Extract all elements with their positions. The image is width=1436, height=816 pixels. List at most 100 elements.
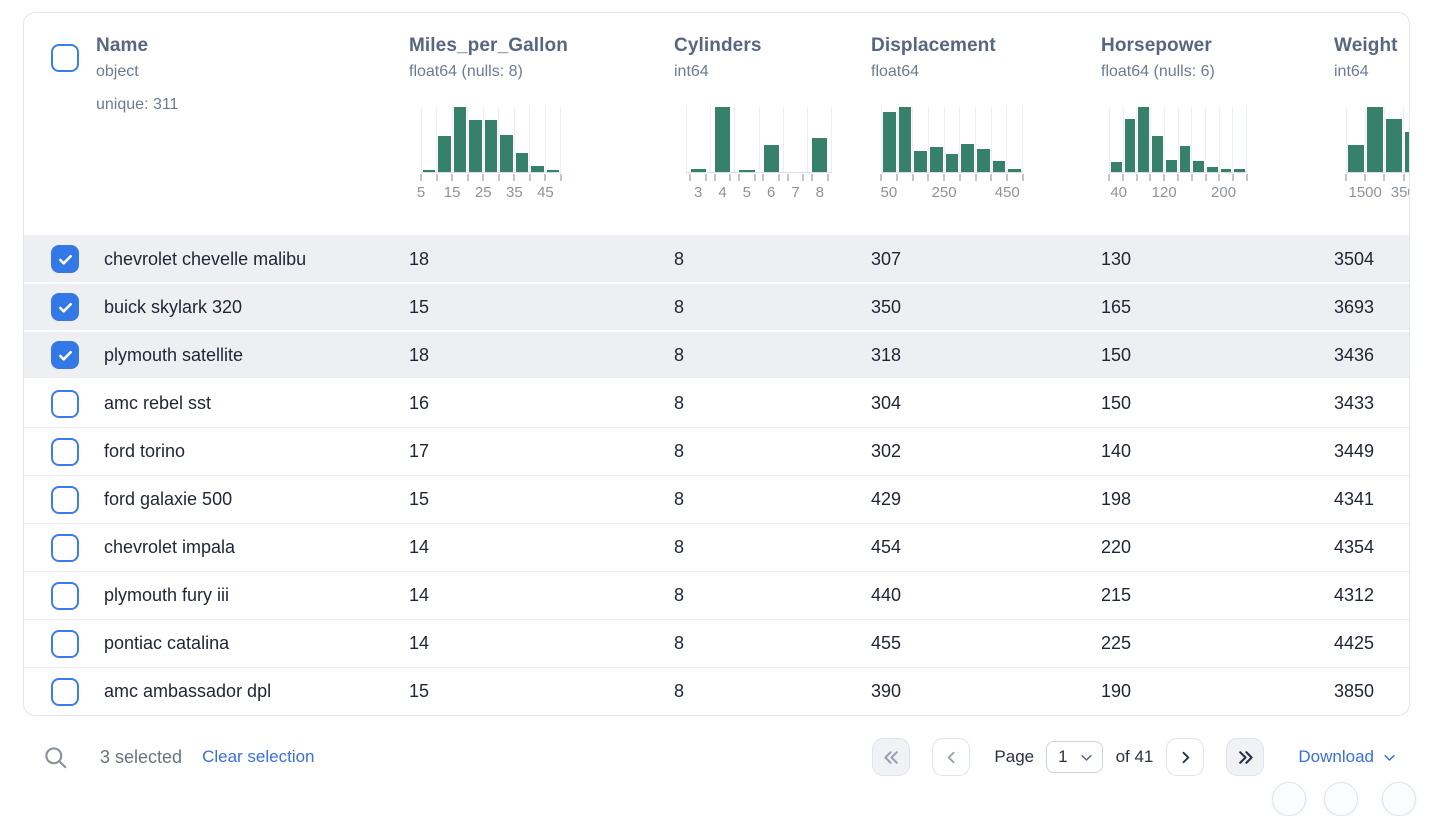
- axis-tick-label: 3500: [1390, 184, 1409, 201]
- column-title: Cylinders: [674, 35, 762, 56]
- cell-value: 150: [1101, 393, 1132, 413]
- hidden-action-button[interactable]: [1324, 782, 1358, 816]
- next-page-button[interactable]: [1166, 738, 1205, 776]
- cell-value: 454: [871, 537, 902, 557]
- row-checkbox[interactable]: [51, 437, 79, 466]
- tick-mark: [753, 174, 756, 181]
- cell-value: 302: [871, 441, 902, 461]
- table-footer: 3 selected Clear selection Page 1 of 41: [23, 733, 1397, 781]
- cell-value: 130: [1101, 248, 1132, 269]
- hist-bin: [782, 107, 807, 172]
- row-checkbox[interactable]: [51, 629, 79, 658]
- chevron-left-icon: [947, 751, 955, 763]
- page-select[interactable]: 1: [1046, 741, 1103, 773]
- cell-value: 4425: [1334, 633, 1375, 653]
- previous-page-button[interactable]: [932, 738, 971, 776]
- axis-tick-label: 15: [443, 184, 461, 201]
- hidden-action-button[interactable]: [1272, 782, 1306, 816]
- hist-bar: [1152, 136, 1163, 172]
- hist-bin: [1163, 107, 1178, 172]
- row-checkbox-cell: [24, 485, 96, 514]
- column-header-miles-per-gallon: Miles_per_Gallon float64 (nulls: 8) 5 15 2…: [409, 13, 674, 235]
- selected-count: 3 selected: [100, 746, 183, 767]
- data-table-card: Name object unique: 311 Miles_per_Gallon…: [23, 12, 1410, 716]
- cell-value: 3504: [1334, 248, 1375, 269]
- hist-bar: [811, 137, 828, 172]
- cell-value: 18: [409, 248, 430, 269]
- row-checkbox[interactable]: [51, 581, 79, 610]
- hidden-action-button[interactable]: [1382, 782, 1416, 816]
- tick-mark: [451, 174, 454, 181]
- hist-bar: [992, 160, 1006, 172]
- axis-tick-label: 45: [537, 184, 554, 201]
- column-dtype: float64 (nulls: 6): [1101, 63, 1215, 80]
- cell-value: 14: [409, 585, 430, 605]
- first-page-button[interactable]: [872, 738, 911, 776]
- hist-bin: [1232, 107, 1248, 172]
- axis-tick-label: 1500: [1348, 184, 1382, 201]
- row-checkbox[interactable]: [51, 677, 79, 706]
- cell-value: 8: [674, 489, 685, 509]
- last-page-button[interactable]: [1226, 738, 1265, 776]
- cell-name: chevrolet chevelle malibu: [104, 248, 307, 269]
- search-button[interactable]: [40, 742, 70, 772]
- tick-mark: [777, 174, 780, 181]
- tick-mark: [802, 174, 805, 181]
- hist-bar: [531, 165, 544, 172]
- horsepower-histogram: 40 120 200: [1108, 107, 1248, 202]
- hist-bar: [763, 144, 779, 172]
- page-total: of 41: [1115, 747, 1154, 766]
- chevron-right-icon: [1182, 751, 1190, 763]
- hist-bar: [883, 111, 896, 172]
- cell-value: 3449: [1334, 441, 1375, 461]
- hist-bar: [1405, 131, 1409, 172]
- cell-name: pontiac catalina: [104, 633, 230, 653]
- select-all-checkbox[interactable]: [51, 44, 79, 72]
- clear-selection-link[interactable]: Clear selection: [202, 747, 315, 766]
- axis-tick-label: 25: [474, 184, 492, 201]
- row-checkbox[interactable]: [51, 293, 79, 321]
- hist-bin: [513, 107, 529, 172]
- header-checkbox-cell: [24, 13, 96, 235]
- hist-bin: [529, 107, 544, 172]
- axis-tick-label: 200: [1211, 184, 1237, 201]
- hist-bin: [1150, 107, 1164, 172]
- column-title: Displacement: [871, 35, 996, 56]
- hist-bin: [436, 107, 451, 172]
- hist-bar: [1206, 166, 1218, 172]
- cell-value: 8: [674, 344, 685, 365]
- row-checkbox[interactable]: [51, 533, 79, 562]
- hist-bin: [912, 107, 928, 172]
- hist-bar: [930, 147, 943, 172]
- row-checkbox[interactable]: [51, 485, 79, 514]
- cell-value: 140: [1101, 441, 1132, 461]
- hist-bar: [977, 148, 990, 172]
- hist-bin: [544, 107, 561, 172]
- cell-value: 8: [674, 393, 685, 413]
- hist-bar: [898, 107, 912, 172]
- row-checkbox[interactable]: [51, 389, 79, 418]
- hist-bin: [1218, 107, 1233, 172]
- hist-bar: [1165, 160, 1177, 172]
- histogram-ticks: [686, 173, 832, 182]
- row-checkbox[interactable]: [51, 341, 79, 369]
- cell-value: 3850: [1334, 681, 1375, 701]
- histogram-bars: [1109, 107, 1248, 173]
- hist-bar: [1220, 168, 1232, 172]
- tick-mark: [1149, 174, 1152, 181]
- download-button[interactable]: Download: [1298, 747, 1397, 767]
- table-row: chevrolet impala 14 8 454 220 4354: [24, 524, 1409, 572]
- tick-mark: [1246, 174, 1248, 181]
- tick-mark: [544, 174, 547, 181]
- tick-mark: [1402, 174, 1405, 181]
- cell-value: 15: [409, 489, 430, 509]
- hist-bin: [928, 107, 944, 172]
- table-row: amc rebel sst 16 8 304 150 3433: [24, 380, 1409, 428]
- tick-mark: [435, 174, 438, 181]
- row-checkbox-cell: [24, 581, 96, 610]
- row-checkbox[interactable]: [51, 245, 79, 273]
- cell-value: 190: [1101, 681, 1132, 701]
- tick-mark: [420, 174, 422, 181]
- column-header-weight: Weight int64 1500 3500: [1334, 13, 1409, 235]
